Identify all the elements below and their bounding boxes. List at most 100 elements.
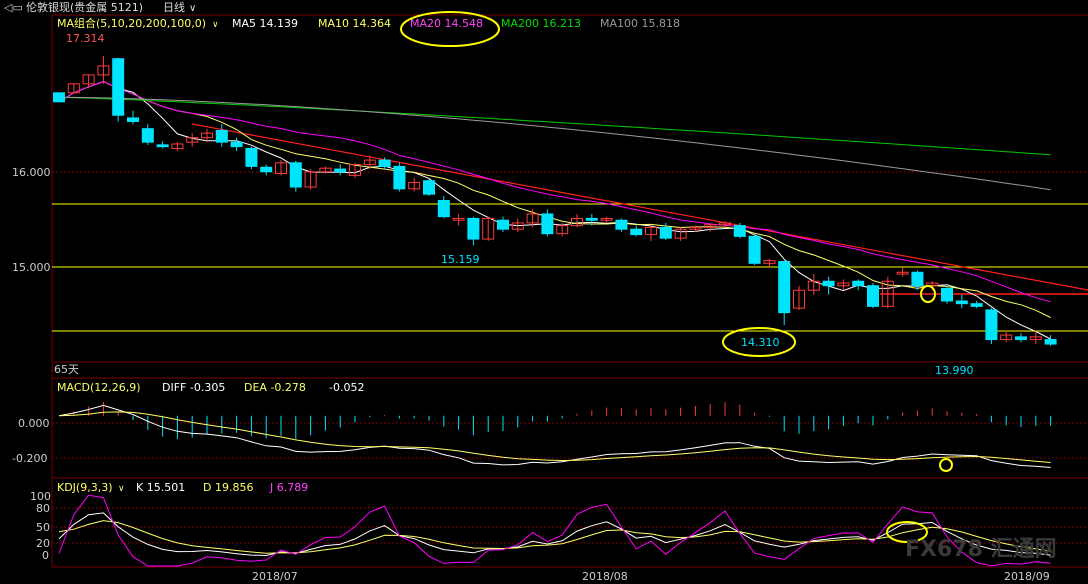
candle-body xyxy=(363,159,376,166)
candle-body xyxy=(82,74,95,85)
kdj-plot xyxy=(58,494,1051,567)
annotation-circle-macd xyxy=(939,458,953,472)
candle-body xyxy=(970,303,983,307)
candle-body xyxy=(615,219,628,230)
price-low-label-3: 13.990 xyxy=(935,364,974,377)
macd-dea-line xyxy=(58,411,1051,463)
ma20-label: MA20 14.548 xyxy=(410,17,483,30)
candle-body xyxy=(497,219,509,230)
candle-body xyxy=(201,132,213,139)
candle-body xyxy=(156,144,169,148)
ma5-label: MA5 14.139 xyxy=(232,17,298,30)
candle-body xyxy=(1044,339,1057,345)
macd-hist-label: -0.052 xyxy=(329,381,364,394)
candle-body xyxy=(275,162,287,175)
kdj-k-label: K 15.501 xyxy=(136,481,185,494)
x-tick-2018-08: 2018/08 xyxy=(582,570,628,583)
candle-body xyxy=(778,261,791,314)
chevron-down-icon[interactable]: ∨ xyxy=(118,484,125,494)
ma-lines xyxy=(58,81,1051,340)
candle-body xyxy=(645,226,657,236)
annotation-circle-low xyxy=(722,327,796,357)
candle-body xyxy=(467,217,480,240)
y-tick-16: 16.000 xyxy=(12,166,51,179)
candle-body xyxy=(319,167,332,173)
candle-body xyxy=(393,165,406,190)
annotation-circle-kdj xyxy=(886,521,928,543)
candle-body xyxy=(526,213,539,224)
candle-body xyxy=(1015,336,1027,341)
ma200-label: MA200 16.213 xyxy=(501,17,581,30)
annotation-circle-ma20 xyxy=(400,11,500,47)
ma200-line xyxy=(58,96,1051,156)
candle-body xyxy=(881,280,894,307)
candle-body xyxy=(585,217,598,221)
candle-body xyxy=(97,65,110,76)
macd-y-tick-0: 0.000 xyxy=(18,417,50,430)
candle-body xyxy=(733,225,746,237)
kdj-j-line xyxy=(58,494,1051,567)
y-tick-15: 15.000 xyxy=(12,261,51,274)
ma5-line xyxy=(58,81,1051,340)
price-low-label-1: 15.159 xyxy=(441,253,480,266)
candle-body xyxy=(674,228,687,239)
kdj-y-tick-80: 80 xyxy=(36,502,50,515)
candle-body xyxy=(408,182,421,190)
kdj-y-tick-50: 50 xyxy=(36,521,50,534)
candle-body xyxy=(482,217,495,240)
candle-body xyxy=(763,260,776,264)
ma10-label: MA10 14.364 xyxy=(318,17,391,30)
kdj-y-tick-100: 100 xyxy=(30,490,51,503)
period-selector[interactable]: 日线 xyxy=(163,0,185,14)
price-low-label-2: 14.310 xyxy=(741,336,780,349)
candle-body xyxy=(600,217,613,221)
macd-plot xyxy=(58,401,1052,468)
candle-body xyxy=(689,226,702,230)
x-tick-2018-09: 2018/09 xyxy=(1004,570,1050,583)
macd-label: MACD(12,26,9) xyxy=(57,381,141,394)
macd-dea-label: DEA -0.278 xyxy=(244,381,306,394)
candle-body xyxy=(719,222,731,226)
candle-body xyxy=(334,168,347,173)
candle-body xyxy=(911,271,924,287)
candle-body xyxy=(748,235,761,264)
candle-body xyxy=(127,117,139,123)
candle-body xyxy=(807,280,820,291)
candle-body xyxy=(67,83,80,94)
ma-legend: MA组合(5,10,20,200,100,0) ∨ MA5 14.139 MA1… xyxy=(57,16,680,30)
candle-body xyxy=(941,287,953,302)
candle-body xyxy=(141,128,154,143)
candle-body xyxy=(659,226,672,239)
candle-body xyxy=(349,164,361,176)
candle-body xyxy=(171,143,184,149)
candles xyxy=(53,56,1057,346)
x-tick-2018-07: 2018/07 xyxy=(252,570,298,583)
back-arrow-icon[interactable]: ◁▭ xyxy=(4,1,23,14)
candle-body xyxy=(630,228,643,236)
kdj-d-line xyxy=(58,520,1051,554)
candle-body xyxy=(53,92,65,103)
ma100-label: MA100 15.818 xyxy=(600,17,680,30)
candle-body xyxy=(1000,334,1013,341)
candle-body xyxy=(822,280,835,287)
ma-legend-group: MA组合(5,10,20,200,100,0) xyxy=(57,16,206,30)
candle-body xyxy=(837,282,850,287)
chevron-down-icon[interactable]: ∨ xyxy=(212,20,219,30)
candle-body xyxy=(985,309,998,341)
candle-body xyxy=(793,289,805,309)
kdj-label: KDJ(9,3,3) xyxy=(57,481,113,494)
kdj-y-tick-0: 0 xyxy=(42,549,49,562)
candle-body xyxy=(186,137,199,143)
macd-diff-label: DIFF -0.305 xyxy=(162,381,225,394)
candle-body xyxy=(289,162,302,188)
candle-body xyxy=(215,129,228,143)
price-high-label: 17.314 xyxy=(66,32,105,45)
candle-body xyxy=(437,199,450,218)
candle-body xyxy=(704,224,717,228)
candle-body xyxy=(452,217,465,221)
chevron-down-icon[interactable]: ∨ xyxy=(189,3,196,14)
candle-body xyxy=(556,225,569,235)
candle-body xyxy=(896,271,909,275)
macd-diff-line xyxy=(58,404,1051,468)
